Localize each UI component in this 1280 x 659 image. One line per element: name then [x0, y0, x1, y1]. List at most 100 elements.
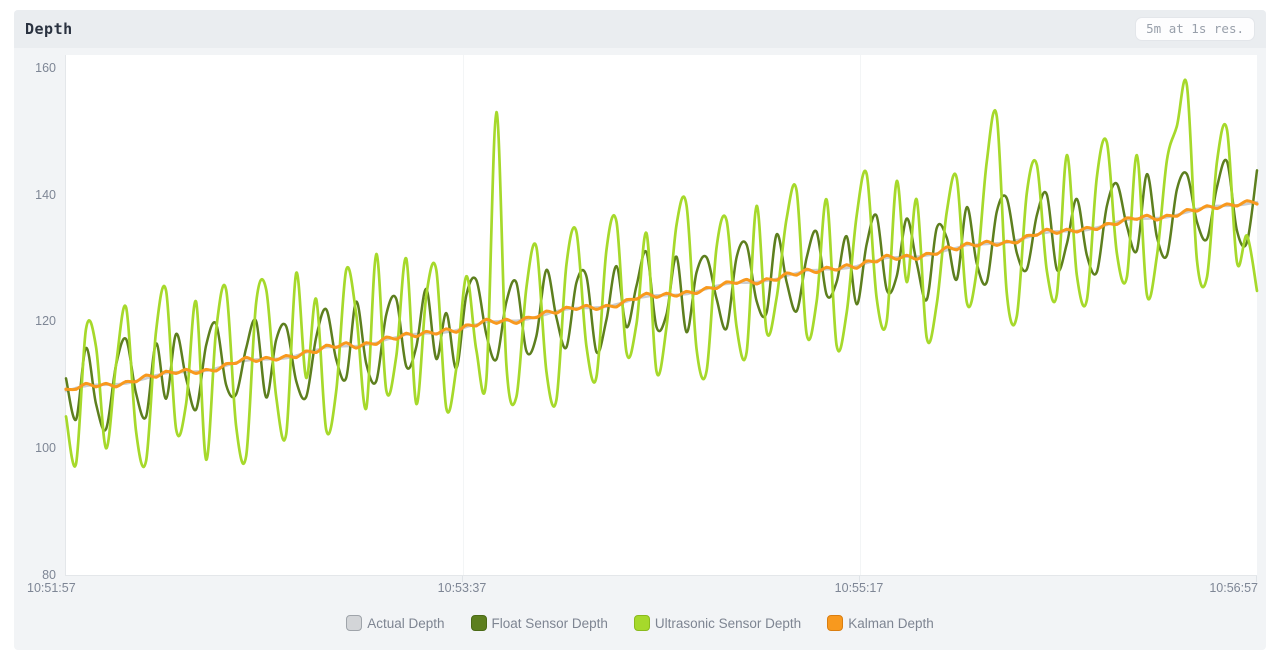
series-marker: [1075, 230, 1079, 234]
series-marker: [955, 248, 959, 252]
vertical-gridline: [860, 55, 861, 575]
series-marker: [364, 341, 368, 345]
series-marker: [945, 245, 949, 249]
series-marker: [254, 359, 258, 363]
series-marker: [1085, 225, 1089, 230]
series-marker: [314, 350, 318, 354]
x-tick-mark: [859, 576, 860, 582]
series-marker: [534, 315, 538, 320]
series-marker: [204, 367, 208, 372]
series-marker: [464, 323, 468, 327]
series-marker: [825, 265, 829, 269]
series-marker: [184, 367, 188, 372]
series-marker: [1125, 216, 1129, 220]
series-marker: [1155, 218, 1159, 222]
series-marker: [1065, 227, 1069, 231]
series-marker: [524, 315, 528, 320]
series-marker: [1145, 213, 1149, 217]
legend-item-float-sensor-depth[interactable]: Float Sensor Depth: [470, 615, 608, 631]
series-marker: [274, 358, 278, 362]
series-marker: [775, 278, 779, 282]
series-marker: [845, 263, 849, 267]
series-marker: [624, 298, 629, 302]
series-marker: [114, 385, 118, 389]
series-marker: [1115, 222, 1119, 226]
series-marker: [1185, 208, 1189, 212]
series-marker: [714, 286, 719, 290]
series-marker: [915, 257, 919, 261]
y-tick-label: 100: [35, 441, 56, 456]
series-marker: [414, 335, 418, 339]
series-marker: [244, 355, 248, 360]
legend-item-kalman-depth[interactable]: Kalman Depth: [827, 615, 934, 631]
series-marker: [674, 294, 679, 298]
series-marker: [935, 252, 939, 256]
series-marker: [504, 317, 508, 321]
series-marker: [905, 253, 909, 257]
series-marker: [454, 330, 458, 334]
series-marker: [755, 282, 759, 286]
series-marker: [444, 327, 448, 331]
series-marker: [384, 335, 388, 339]
series-marker: [84, 381, 88, 386]
legend-swatch-icon: [470, 615, 487, 631]
series-marker: [594, 307, 599, 311]
series-marker: [704, 286, 709, 290]
series-marker: [324, 343, 328, 347]
y-tick-label: 80: [42, 568, 56, 582]
y-tick-label: 160: [35, 60, 56, 75]
series-marker: [194, 371, 198, 375]
series-marker: [654, 295, 659, 299]
series-marker: [1245, 199, 1249, 203]
series-marker: [354, 346, 358, 350]
series-marker: [234, 361, 238, 365]
depth-chart-svg: [64, 78, 1259, 469]
series-marker: [1105, 222, 1109, 226]
series-marker: [1225, 202, 1229, 206]
series-marker: [1055, 231, 1059, 235]
legend-swatch-icon: [827, 615, 844, 631]
series-marker: [725, 280, 729, 284]
series-marker: [925, 251, 929, 256]
x-tick-mark: [1256, 576, 1257, 582]
series-marker: [1205, 204, 1209, 208]
series-marker: [404, 331, 408, 335]
legend-label: Kalman Depth: [848, 615, 934, 631]
series-marker: [104, 381, 108, 386]
series-marker: [815, 270, 819, 275]
series-marker: [484, 317, 488, 321]
card-title: Depth: [25, 20, 73, 38]
series-marker: [304, 349, 308, 353]
series-marker: [294, 355, 298, 360]
legend-item-ultrasonic-sensor-depth[interactable]: Ultrasonic Sensor Depth: [633, 615, 801, 631]
series-marker: [664, 291, 669, 295]
series-marker: [885, 253, 889, 257]
legend-label: Float Sensor Depth: [491, 615, 608, 631]
card-header: Depth 5m at 1s res.: [14, 10, 1266, 48]
plot-area[interactable]: [64, 55, 1259, 576]
series-marker: [604, 303, 609, 308]
chart-legend: Actual Depth Float Sensor Depth Ultrasonic…: [14, 615, 1266, 631]
series-marker: [965, 241, 969, 245]
series-marker: [614, 305, 619, 309]
legend-item-actual-depth[interactable]: Actual Depth: [346, 615, 445, 631]
series-marker: [394, 337, 398, 341]
series-marker: [424, 329, 428, 334]
series-marker: [154, 375, 158, 379]
series-marker: [835, 268, 839, 272]
series-marker: [785, 271, 789, 275]
series-line-ultrasonic-sensor-depth: [64, 78, 1259, 469]
series-marker: [494, 321, 498, 325]
series-marker: [284, 354, 288, 358]
series-marker: [564, 305, 568, 309]
series-marker: [1235, 204, 1239, 208]
series-marker: [865, 259, 869, 263]
legend-swatch-icon: [633, 615, 650, 631]
series-marker: [94, 385, 98, 389]
series-marker: [64, 387, 68, 391]
series-marker: [584, 303, 589, 308]
series-marker: [985, 239, 989, 243]
series-marker: [1095, 227, 1099, 231]
series-marker: [1135, 217, 1139, 221]
series-marker: [875, 260, 879, 264]
